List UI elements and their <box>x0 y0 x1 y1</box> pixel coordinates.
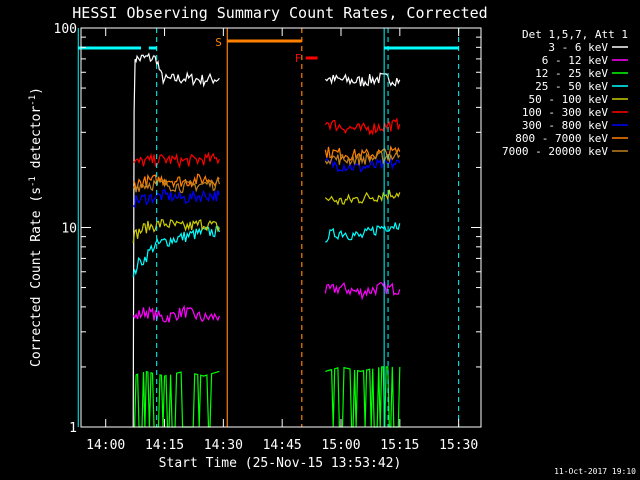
x-tick-label-6: 15:30 <box>439 438 478 453</box>
legend-label-5: 100 - 300 keV <box>522 106 608 119</box>
series-line-8-seg-0 <box>132 176 220 194</box>
y-axis-label-part-3: -1 <box>28 95 38 106</box>
legend-label-8: 7000 - 20000 keV <box>502 145 608 158</box>
legend-label-4: 50 - 100 keV <box>529 93 609 106</box>
legend-label-2: 12 - 25 keV <box>535 67 608 80</box>
series-line-5-seg-0 <box>133 151 220 169</box>
y-tick-label-1: 10 <box>61 222 77 237</box>
axes: 14:00 14:15 14:30 14:45 15:00 15:15 15:30 1 10 10… <box>54 22 482 453</box>
series-line-1-seg-1 <box>324 280 401 301</box>
x-tick-label-4: 15:00 <box>321 438 360 453</box>
series-line-4-seg-0 <box>132 219 220 243</box>
plot-area: SF <box>77 28 460 428</box>
series-line-2-seg-0 <box>133 370 220 428</box>
flare-label: F <box>295 52 302 65</box>
series-line-2-seg-1 <box>325 366 401 428</box>
y-axis-label-part-1: -1 <box>28 176 38 187</box>
chart-title: HESSI Observing Summary Count Rates, Cor… <box>72 4 487 22</box>
series-line-8-seg-1 <box>324 149 401 166</box>
legend-label-7: 800 - 7000 keV <box>515 132 608 145</box>
y-axis-label: Corrected Count Rate (s-1 detector-1) <box>28 87 44 367</box>
y-axis-label-part-2: detector <box>29 106 44 177</box>
series-line-0-seg-1 <box>324 72 401 87</box>
series-line-3-seg-0 <box>132 225 220 278</box>
legend-label-1: 6 - 12 keV <box>542 54 609 67</box>
series-line-3-seg-1 <box>325 222 401 243</box>
x-tick-label-1: 14:15 <box>145 438 184 453</box>
y-axis-label-part-0: Corrected Count Rate (s <box>29 187 44 367</box>
series-line-7-seg-0 <box>132 173 220 192</box>
x-tick-label-3: 14:45 <box>263 438 302 453</box>
legend-label-3: 25 - 50 keV <box>535 80 608 93</box>
legend-label-0: 3 - 6 keV <box>548 41 608 54</box>
timestamp-footer: 11-Oct-2017 19:10 <box>554 467 636 476</box>
legend-label-6: 300 - 800 keV <box>522 119 608 132</box>
x-tick-label-5: 15:15 <box>380 438 419 453</box>
saa-label: S <box>215 36 222 49</box>
x-axis-label: Start Time (25-Nov-15 13:53:42) <box>159 456 402 471</box>
x-tick-label-0: 14:00 <box>86 438 125 453</box>
x-tick-label-2: 14:30 <box>204 438 243 453</box>
series-line-4-seg-1 <box>324 189 401 206</box>
y-tick-label-0: 1 <box>69 421 77 436</box>
series-line-5-seg-1 <box>324 117 401 136</box>
y-tick-label-2: 100 <box>54 22 77 37</box>
y-axis-label-part-4: ) <box>29 87 44 95</box>
series-line-0-seg-0 <box>132 52 220 428</box>
series-line-6-seg-1 <box>324 157 401 173</box>
series-line-1-seg-0 <box>132 304 220 323</box>
legend-header: Det 1,5,7, Att 1 <box>522 28 628 41</box>
series-line-6-seg-0 <box>132 188 220 209</box>
series-line-7-seg-1 <box>324 145 401 162</box>
